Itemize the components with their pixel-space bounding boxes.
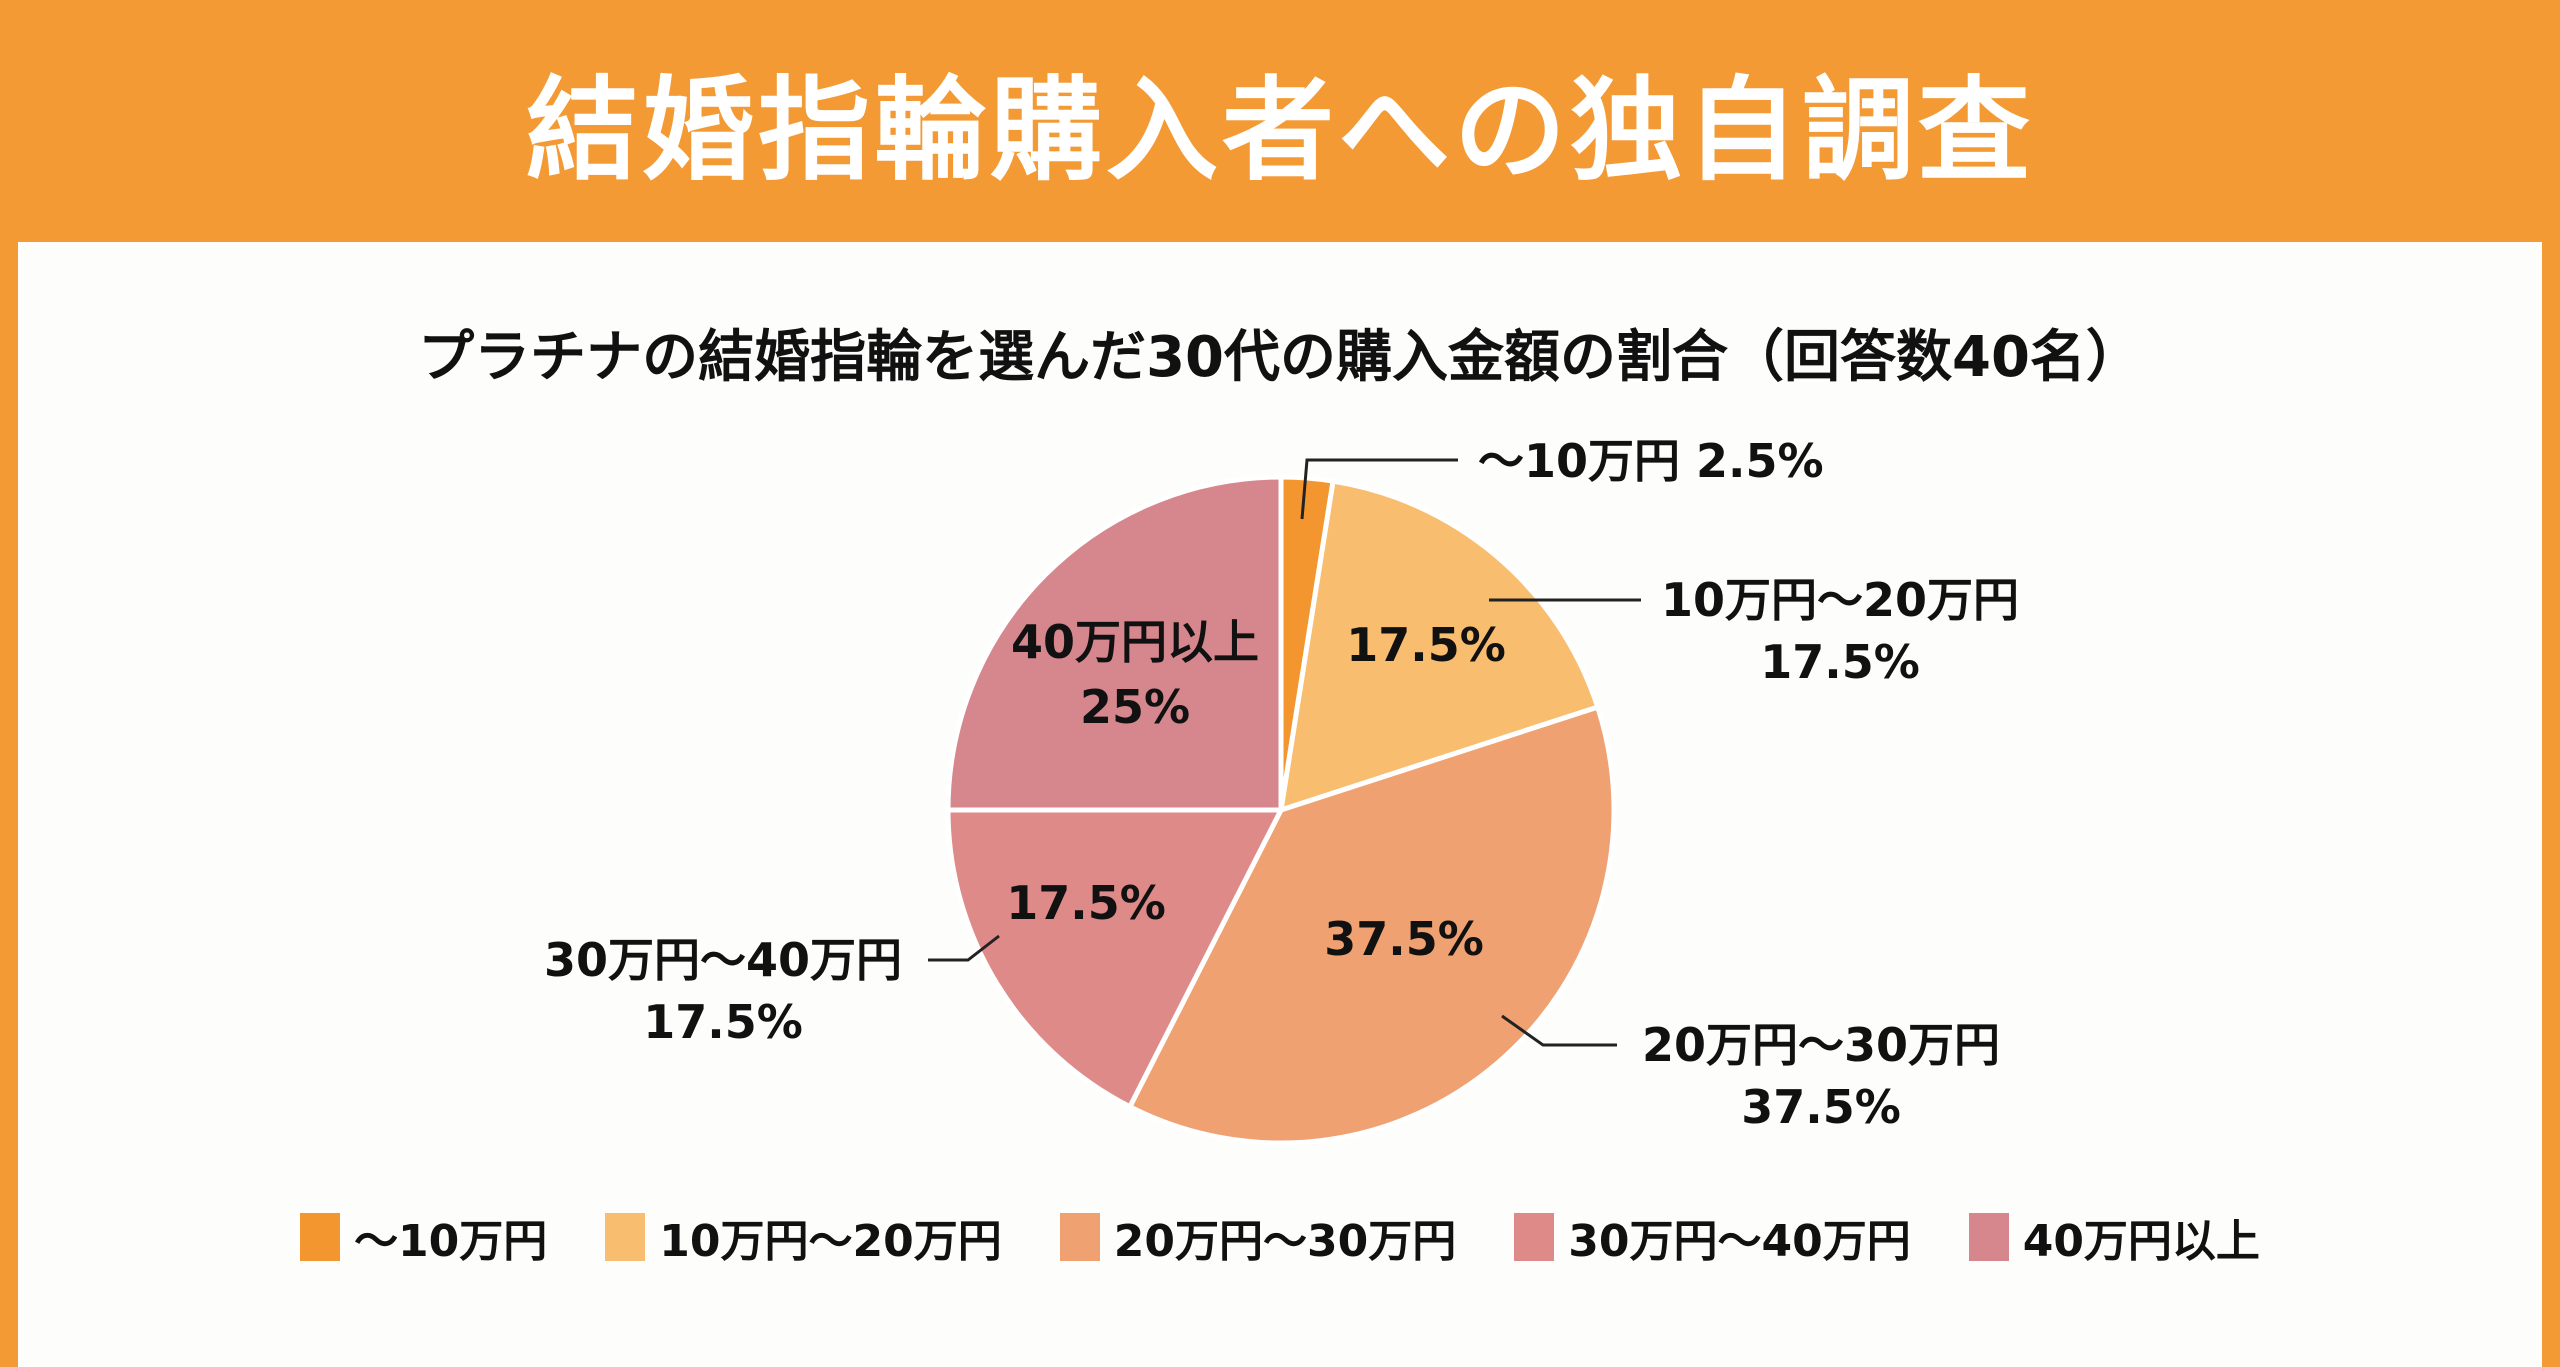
legend-label: 30万円～40万円 xyxy=(1568,1216,1911,1267)
leader-line xyxy=(1300,458,1458,520)
legend-swatch xyxy=(1059,1213,1100,1261)
legend-swatch xyxy=(605,1213,646,1261)
legend-item: 20万円～30万円 xyxy=(1059,1205,1457,1269)
pie-slice xyxy=(1127,704,1617,1146)
legend-swatch xyxy=(1968,1213,2009,1261)
outer-label: 17.5% xyxy=(1760,635,1920,689)
slice-label: 17.5% xyxy=(1006,876,1166,930)
legend-label: 10万円～20万円 xyxy=(659,1216,1002,1267)
legend: ～10万円 10万円～20万円 20万円～30万円 30万円～40万円 40万円以上 xyxy=(0,1205,2560,1269)
legend-item: ～10万円 xyxy=(300,1205,547,1269)
slice-label: 17.5% xyxy=(1346,618,1506,672)
pie-slice xyxy=(1278,478,1601,813)
page-title: 結婚指輪購入者への独自調査 xyxy=(526,66,2034,196)
leader-line xyxy=(928,934,1000,962)
legend-item: 30万円～40万円 xyxy=(1514,1205,1911,1269)
legend-item: 10万円～20万円 xyxy=(605,1205,1002,1269)
legend-label: ～10万円 xyxy=(354,1216,548,1267)
leader-line xyxy=(1501,1014,1617,1047)
legend-swatch xyxy=(1514,1213,1555,1261)
header-banner: 結婚指輪購入者への独自調査 xyxy=(0,0,2560,242)
slice-label: 37.5% xyxy=(1324,912,1484,966)
legend-label: 20万円～30万円 xyxy=(1113,1216,1457,1267)
chart-title: プラチナの結婚指輪を選んだ30代の購入金額の割合（回答数40名） xyxy=(418,325,2142,390)
outer-label: 30万円～40万円 xyxy=(544,933,902,987)
pie-slice xyxy=(945,807,1284,1110)
legend-item: 40万円以上 xyxy=(1968,1205,2260,1269)
slice-label: 25% xyxy=(1080,680,1190,734)
legend-swatch xyxy=(300,1213,341,1261)
outer-label: ～10万円 2.5% xyxy=(1478,434,1824,488)
legend-label: 40万円以上 xyxy=(2022,1216,2260,1267)
pie-slice xyxy=(945,474,1284,813)
outer-label: 10万円～20万円 xyxy=(1661,573,2019,627)
outer-label: 20万円～30万円 xyxy=(1642,1018,2000,1072)
outer-label: 37.5% xyxy=(1741,1080,1901,1134)
slice-label: 40万円以上 xyxy=(1011,615,1259,669)
outer-label: 17.5% xyxy=(643,995,803,1049)
